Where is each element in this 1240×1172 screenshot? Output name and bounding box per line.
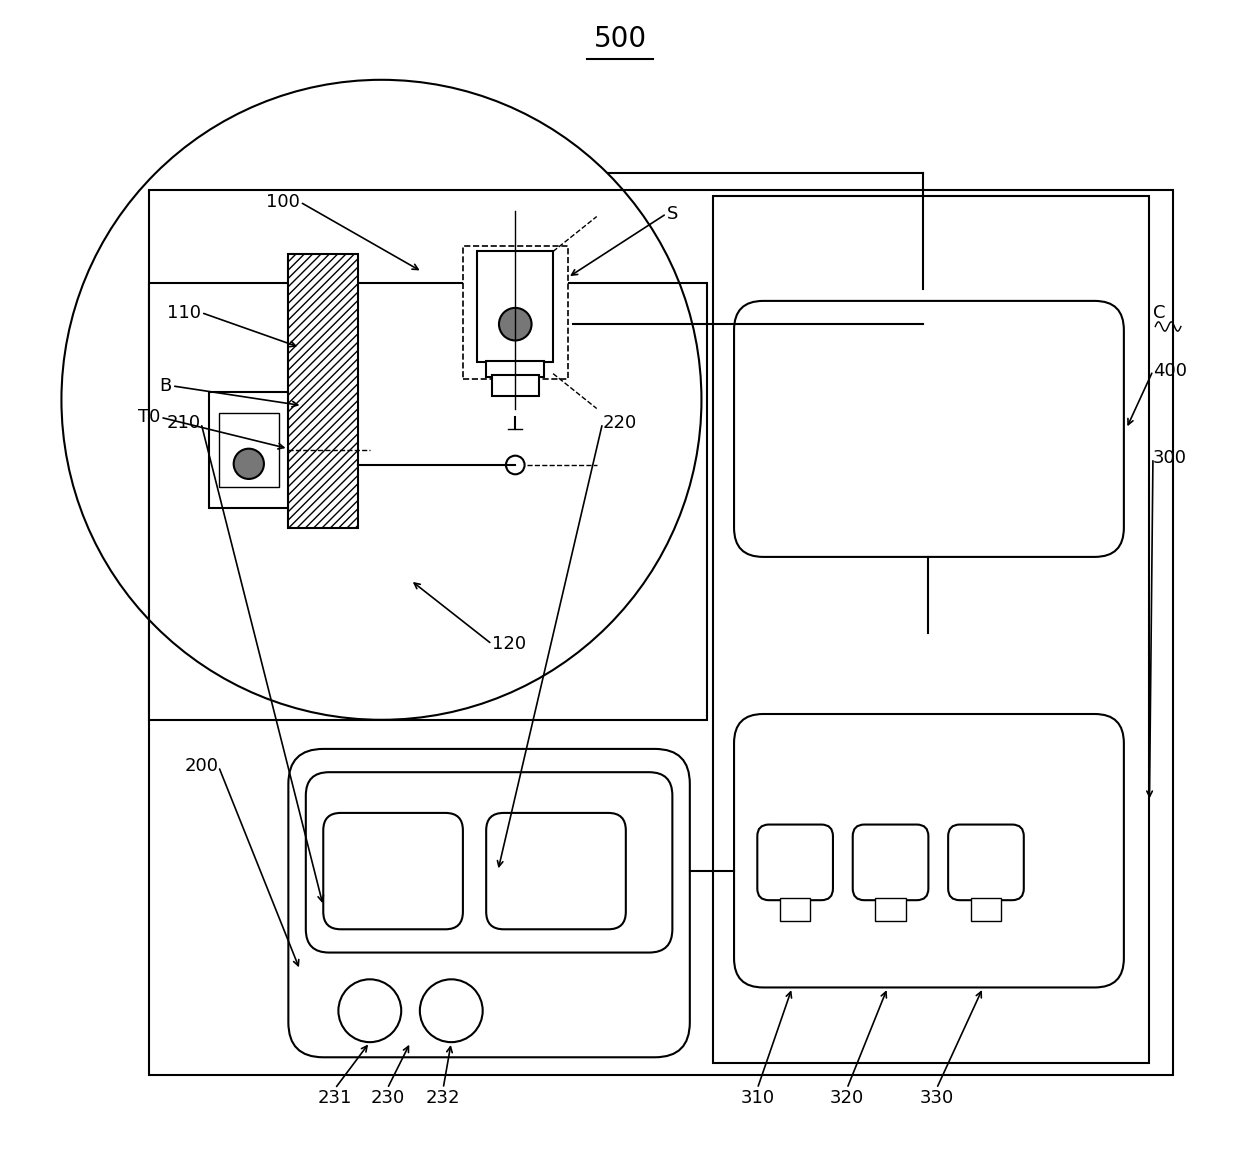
Text: 400: 400 [1153,362,1187,380]
FancyBboxPatch shape [306,772,672,953]
FancyBboxPatch shape [734,714,1123,988]
Bar [149,284,707,720]
FancyBboxPatch shape [324,813,463,929]
Bar [218,413,279,488]
Circle shape [498,308,532,341]
Text: 110: 110 [167,304,201,321]
Bar [780,898,810,921]
Bar [492,375,538,396]
Bar [713,196,1149,1063]
Text: 320: 320 [830,1089,864,1106]
Text: 100: 100 [267,193,300,211]
Text: 230: 230 [371,1089,404,1106]
Text: 232: 232 [425,1089,460,1106]
Text: 500: 500 [594,25,646,53]
Bar [477,252,553,362]
Text: 231: 231 [317,1089,352,1106]
Text: T0: T0 [138,408,160,427]
Text: B: B [160,377,172,395]
Text: 210: 210 [167,414,201,432]
Bar [149,190,1173,1075]
Bar [486,361,544,376]
FancyBboxPatch shape [289,749,689,1057]
Text: 220: 220 [603,414,637,432]
Bar [971,898,1001,921]
Text: 330: 330 [919,1089,954,1106]
Text: 310: 310 [740,1089,774,1106]
FancyBboxPatch shape [734,301,1123,557]
FancyBboxPatch shape [486,813,626,929]
Bar [289,254,358,527]
Circle shape [233,449,264,479]
Text: S: S [667,205,678,223]
FancyBboxPatch shape [853,825,929,900]
Bar [463,246,568,380]
FancyBboxPatch shape [758,825,833,900]
Bar [210,391,289,507]
Text: C: C [1153,304,1166,321]
Bar [875,898,905,921]
FancyBboxPatch shape [949,825,1024,900]
Text: 120: 120 [492,635,526,653]
Text: 200: 200 [185,757,218,776]
Text: 300: 300 [1153,449,1187,466]
